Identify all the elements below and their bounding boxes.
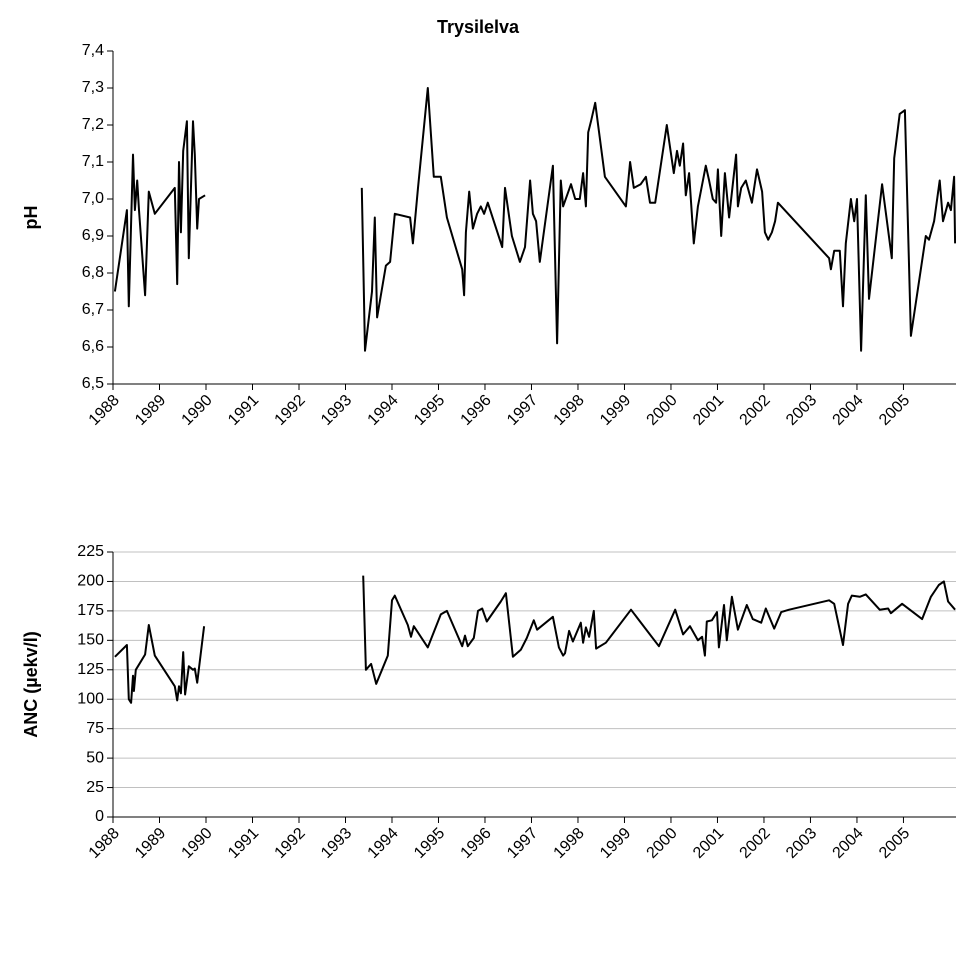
x-tick-label: 1998 bbox=[551, 825, 588, 862]
x-tick-label: 1989 bbox=[132, 392, 169, 429]
y-tick-label: 175 bbox=[77, 602, 104, 619]
x-tick-label: 1997 bbox=[504, 825, 541, 862]
x-tick-label: 1992 bbox=[272, 825, 309, 862]
x-tick-label: 2000 bbox=[644, 825, 681, 862]
x-tick-label: 1991 bbox=[225, 392, 262, 429]
x-tick-label: 2003 bbox=[783, 825, 820, 862]
y-axis-label: ANC (µekv/l) bbox=[21, 631, 41, 737]
y-tick-label: 6,9 bbox=[82, 227, 104, 244]
x-tick-label: 1992 bbox=[272, 392, 309, 429]
x-tick-label: 1995 bbox=[411, 392, 448, 429]
y-tick-label: 125 bbox=[77, 661, 104, 678]
x-tick-label: 2002 bbox=[737, 392, 774, 429]
x-tick-label: 2001 bbox=[690, 392, 727, 429]
x-tick-label: 2005 bbox=[876, 392, 913, 429]
y-tick-label: 100 bbox=[77, 690, 104, 707]
x-tick-label: 1996 bbox=[458, 392, 495, 429]
y-axis-label: pH bbox=[21, 206, 41, 230]
x-tick-label: 1996 bbox=[458, 825, 495, 862]
x-tick-label: 2005 bbox=[876, 825, 913, 862]
x-tick-label: 2004 bbox=[830, 392, 867, 429]
x-tick-label: 1988 bbox=[86, 392, 123, 429]
x-tick-label: 1998 bbox=[551, 392, 588, 429]
x-tick-label: 1993 bbox=[318, 825, 355, 862]
y-tick-label: 6,8 bbox=[82, 264, 104, 281]
y-tick-label: 6,6 bbox=[82, 338, 104, 355]
y-tick-label: 7,3 bbox=[82, 79, 104, 96]
x-tick-label: 2003 bbox=[783, 392, 820, 429]
x-tick-label: 2002 bbox=[737, 825, 774, 862]
y-tick-label: 7,2 bbox=[82, 116, 104, 133]
data-line bbox=[113, 87, 956, 352]
y-tick-label: 225 bbox=[77, 543, 104, 560]
y-tick-label: 50 bbox=[86, 749, 104, 766]
x-tick-label: 1994 bbox=[365, 825, 402, 862]
y-tick-label: 150 bbox=[77, 632, 104, 649]
y-tick-label: 6,7 bbox=[82, 301, 104, 318]
data-line bbox=[114, 575, 956, 704]
x-tick-label: 1988 bbox=[86, 825, 123, 862]
x-tick-label: 1995 bbox=[411, 825, 448, 862]
y-tick-label: 200 bbox=[77, 573, 104, 590]
y-tick-label: 75 bbox=[86, 720, 104, 737]
x-tick-label: 1999 bbox=[597, 392, 634, 429]
x-tick-label: 2004 bbox=[830, 825, 867, 862]
y-tick-label: 0 bbox=[95, 808, 104, 825]
chart-title: Trysilelva bbox=[437, 17, 520, 37]
x-tick-label: 1991 bbox=[225, 825, 262, 862]
y-tick-label: 7,4 bbox=[82, 42, 104, 59]
x-tick-label: 1993 bbox=[318, 392, 355, 429]
x-tick-label: 1994 bbox=[365, 392, 402, 429]
x-tick-label: 1997 bbox=[504, 392, 541, 429]
y-tick-label: 25 bbox=[86, 779, 104, 796]
y-tick-label: 6,5 bbox=[82, 375, 104, 392]
x-tick-label: 1990 bbox=[179, 825, 216, 862]
x-tick-label: 1989 bbox=[132, 825, 169, 862]
x-tick-label: 1999 bbox=[597, 825, 634, 862]
x-tick-label: 1990 bbox=[179, 392, 216, 429]
y-tick-label: 7,1 bbox=[82, 153, 104, 170]
x-tick-label: 2001 bbox=[690, 825, 727, 862]
x-tick-label: 2000 bbox=[644, 392, 681, 429]
y-tick-label: 7,0 bbox=[82, 190, 104, 207]
